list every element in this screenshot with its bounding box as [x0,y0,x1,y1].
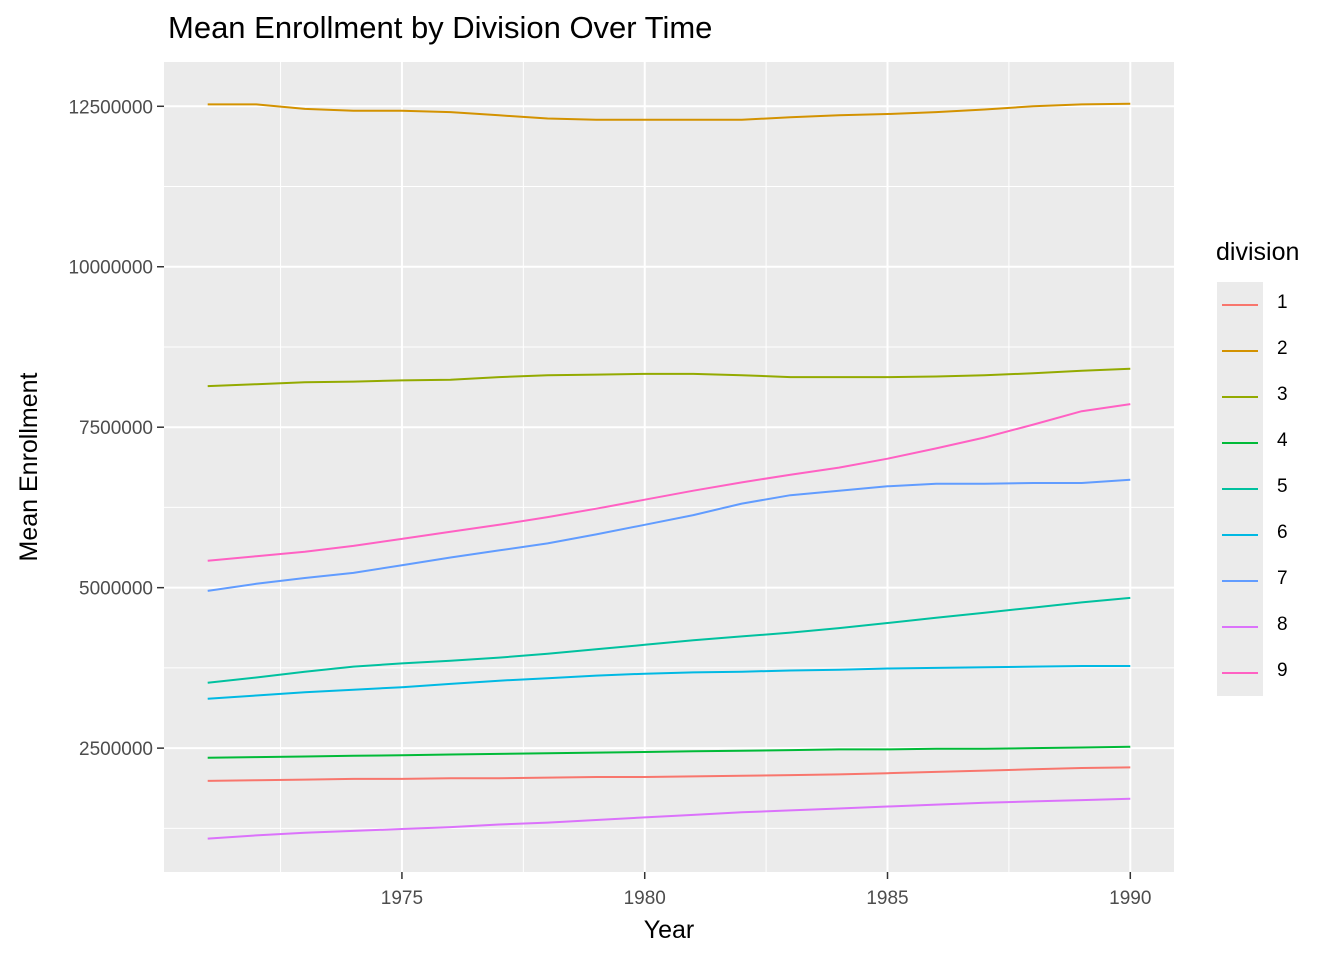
legend-swatch [1217,420,1263,466]
y-tick-label: 12500000 [68,97,153,118]
series-line-division-6 [207,665,1131,700]
series-line-division-8 [207,797,1131,840]
chart-title: Mean Enrollment by Division Over Time [168,10,713,45]
legend-swatch [1217,604,1263,650]
legend-item-division-5: 5 [1217,466,1327,512]
legend-label: 6 [1277,522,1288,543]
series-line-division-3 [207,367,1131,388]
legend-swatch [1217,374,1263,420]
legend-item-division-1: 1 [1217,282,1327,328]
series-line-division-1 [207,766,1131,782]
legend-swatch [1217,328,1263,374]
y-tick-label: 10000000 [68,258,153,279]
y-axis-title: Mean Enrollment [15,372,43,561]
legend-swatch [1217,558,1263,604]
legend-label: 8 [1277,614,1288,635]
series-line-division-5 [207,596,1131,684]
y-tick-label: 5000000 [79,579,153,600]
legend-item-division-4: 4 [1217,420,1327,466]
series-line-division-9 [207,403,1131,562]
series-line-division-2 [207,102,1131,121]
series-line-division-7 [207,478,1131,592]
x-tick-label: 1975 [381,888,423,909]
legend-item-division-7: 7 [1217,558,1327,604]
legend-label: 3 [1277,384,1288,405]
legend-label: 9 [1277,660,1288,681]
legend-swatch [1217,282,1263,328]
legend-item-division-3: 3 [1217,374,1327,420]
x-axis: 1975 1980 1985 1990 [381,872,1151,909]
y-tick-label: 7500000 [79,418,153,439]
major-gridlines [164,62,1174,872]
legend-swatch [1217,512,1263,558]
legend-label: 7 [1277,568,1288,589]
legend-item-division-2: 2 [1217,328,1327,374]
legend-label: 1 [1277,292,1288,313]
y-tick-label: 2500000 [79,739,153,760]
legend-label: 4 [1277,430,1288,451]
legend-swatch [1217,466,1263,512]
legend-title: division [1216,238,1300,266]
y-axis: 2500000 5000000 7500000 10000000 12500000 [68,97,164,760]
legend-item-division-8: 8 [1217,604,1327,650]
series-line-division-4 [207,745,1131,759]
legend-label: 5 [1277,476,1288,497]
legend-item-division-9: 9 [1217,650,1327,696]
series-lines [207,102,1131,840]
legend-item-division-6: 6 [1217,512,1327,558]
legend: division 1 2 3 4 5 6 7 8 9 [1216,238,1300,696]
plot-panel [164,62,1174,872]
x-tick-label: 1990 [1109,888,1151,909]
x-axis-title: Year [644,916,695,944]
x-tick-label: 1985 [866,888,908,909]
legend-label: 2 [1277,338,1288,359]
legend-swatch [1217,650,1263,696]
x-tick-label: 1980 [624,888,666,909]
